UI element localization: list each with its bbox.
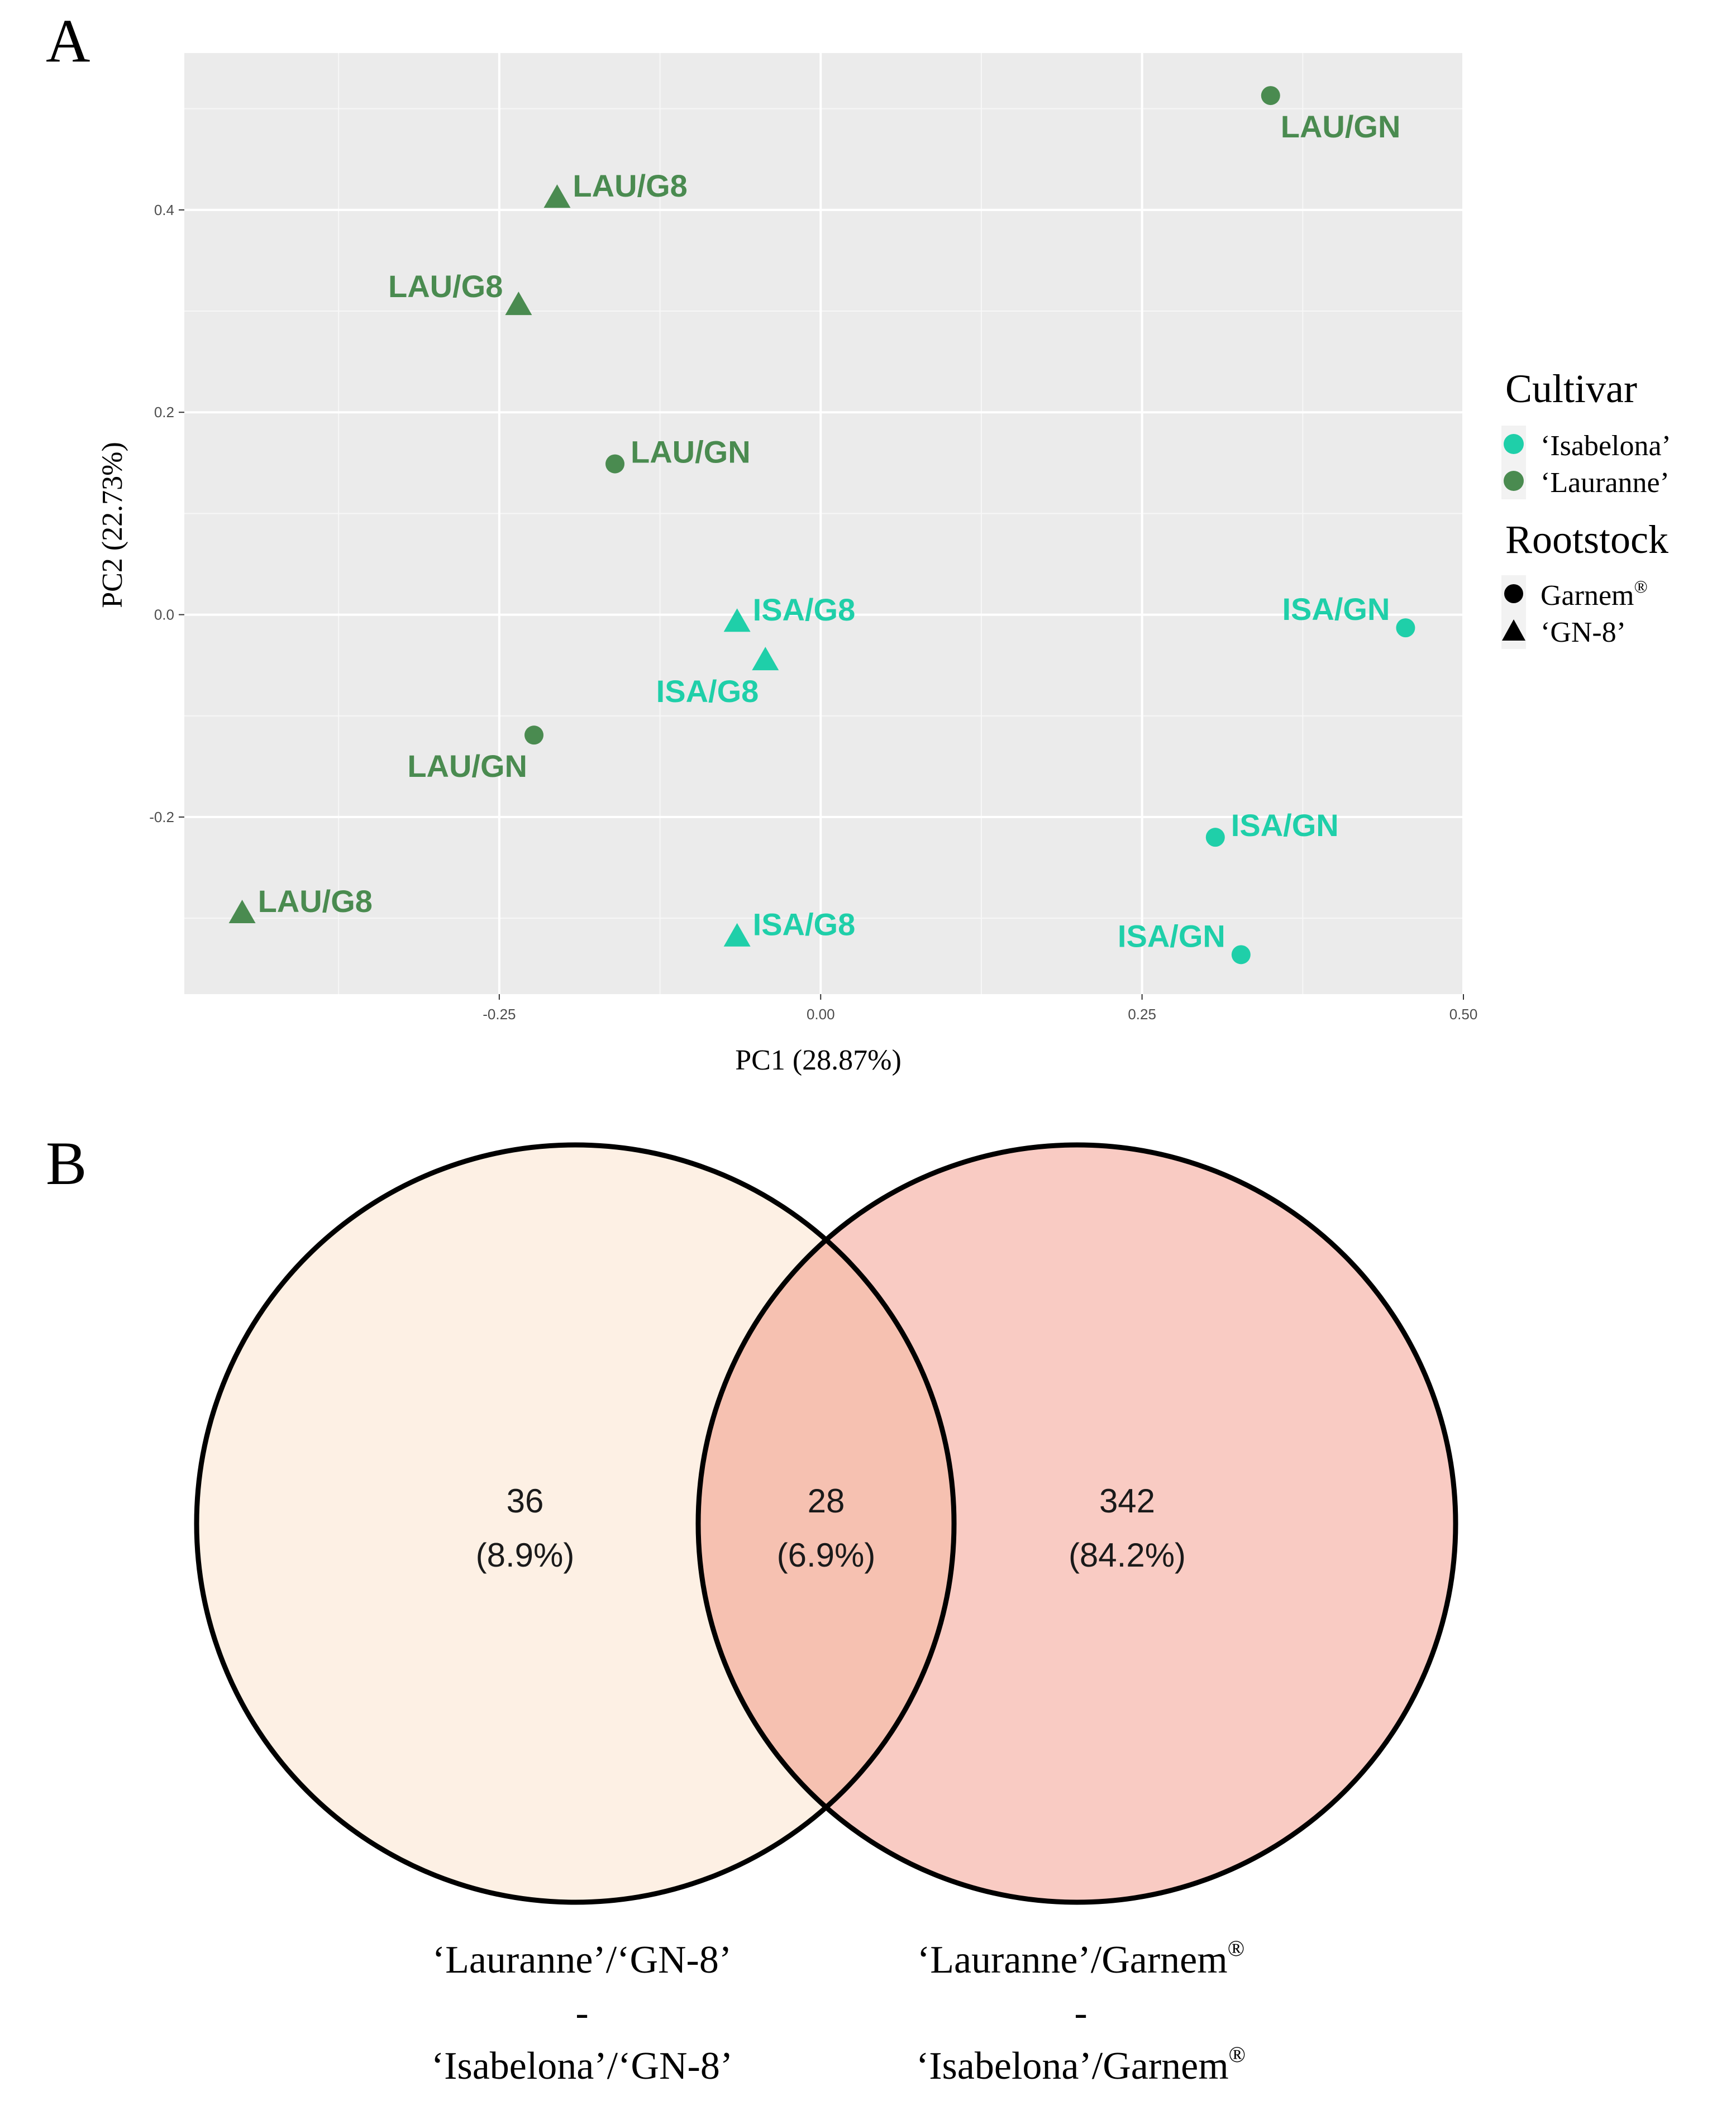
legend-garnem-label: Garnem® [1541,576,1648,612]
point-lauranne-gn8 [228,900,256,924]
point-label: ISA/GN [1118,918,1225,953]
point-label: LAU/G8 [573,168,687,203]
venn-right-percent: (84.2%) [1069,1536,1186,1574]
legend-garnem-swatch [1504,584,1523,603]
legend-cultivar-title: Cultivar [1505,366,1637,411]
point-isabelona-gn8 [723,608,751,632]
venn-right-set-line1: ‘Lauranne’/Garnem® [917,1936,1244,1982]
legend-isabelona-swatch [1504,434,1524,454]
legend-garnem-sup: ® [1634,576,1647,596]
y-tick-label: 0.0 [154,607,174,623]
panel-a-letter: A [46,7,90,75]
x-tick-label: 0.50 [1449,1006,1478,1023]
venn-intersection-percent: (6.9%) [777,1536,876,1574]
venn-diagram: 36 (8.9%) 28 (6.9%) 342 (84.2%) ‘Laurann… [194,1142,1458,2088]
legend-lauranne-label: ‘Lauranne’ [1541,467,1670,499]
panel-b-letter: B [46,1129,87,1197]
venn-right-set-dash: - [1074,1992,1087,2035]
legend-lauranne-swatch [1504,471,1524,491]
legend: Cultivar ‘Isabelona’ ‘Lauranne’ Rootstoc… [1501,366,1671,649]
point-isabelona-gn8 [752,647,779,671]
venn-right-outline [695,1142,1458,1905]
venn-left-outline [194,1142,957,1905]
venn-left-set-line1: ‘Lauranne’/‘GN-8’ [432,1939,732,1982]
venn-right-set-line2-sup: ® [1229,2042,1246,2067]
point-label: LAU/G8 [258,884,373,919]
plot-background [184,53,1463,994]
point-isabelona-garnem [1231,945,1251,965]
venn-left-percent: (8.9%) [476,1536,575,1574]
data-point-labels: LAU/GN LAU/G8 LAU/G8 LAU/GN ISA/G8 ISA/G8 ISA/… [258,109,1401,953]
legend-gn8-swatch [1502,619,1525,641]
venn-right-count: 342 [1099,1482,1155,1520]
point-label: ISA/GN [1282,591,1390,627]
pca-scatter-chart: -0.25 0.00 0.25 0.50 -0.20.00.20.4 LAU/GNLA… [97,53,1477,1076]
point-label: LAU/GN [407,748,527,784]
point-label: LAU/GN [631,435,751,470]
y-tick-label: 0.4 [154,202,174,218]
point-lauranne-garnem [524,725,544,745]
x-tick-label: -0.25 [483,1006,516,1023]
y-tick-label: 0.2 [154,404,174,421]
venn-left-set-line2: ‘Isabelona’/‘GN-8’ [431,2045,733,2088]
legend-gn8-label: ‘GN-8’ [1541,617,1626,648]
venn-intersection [698,1145,954,1902]
legend-isabelona-label: ‘Isabelona’ [1541,430,1671,462]
point-lauranne-garnem [1261,86,1280,106]
x-axis-ticks: -0.25 0.00 0.25 0.50 [483,994,1477,1023]
venn-left-set-dash: - [575,1992,588,2035]
point-isabelona-garnem [1205,828,1225,847]
venn-left-count: 36 [507,1482,544,1520]
legend-rootstock-title: Rootstock [1505,517,1668,562]
point-label: LAU/G8 [388,269,503,304]
x-tick-label: 0.25 [1128,1006,1156,1023]
point-label: ISA/G8 [753,907,856,942]
point-lauranne-gn8 [543,184,571,208]
x-axis-title: PC1 (28.87%) [735,1044,902,1076]
grid-major [184,53,1465,994]
point-isabelona-gn8 [723,923,751,947]
point-label: ISA/G8 [753,592,856,627]
point-lauranne-gn8 [505,292,532,316]
point-label: ISA/G8 [656,674,759,709]
y-axis-ticks: -0.2 0.0 0.2 0.4 [149,202,184,825]
venn-right-set-line1-sup: ® [1228,1936,1244,1961]
venn-right-set-line2: ‘Isabelona’/Garnem® [916,2042,1246,2088]
venn-intersection-count: 28 [808,1482,845,1520]
point-label: ISA/GN [1231,808,1339,843]
data-points [228,86,1415,965]
point-label: LAU/GN [1281,109,1401,144]
y-axis-title: PC2 (22.73%) [97,442,128,608]
y-tick-label: -0.2 [149,809,174,825]
point-isabelona-garnem [1396,618,1415,638]
point-lauranne-garnem [605,454,625,474]
x-tick-label: 0.00 [807,1006,835,1023]
